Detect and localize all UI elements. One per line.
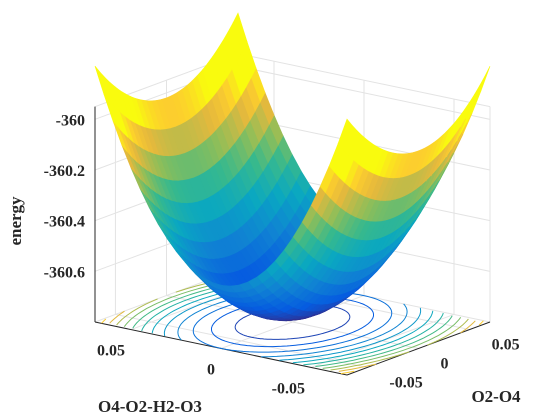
z-tick-label: -360.6: [44, 264, 85, 281]
grid-line: [115, 313, 368, 368]
grid-line: [166, 295, 419, 349]
contour-line: [292, 310, 434, 364]
y-tick-label: 0: [441, 356, 449, 373]
contour-line: [427, 318, 469, 346]
contour-line: [279, 307, 422, 361]
contour-line: [116, 298, 158, 326]
y-tick-label: -0.05: [389, 374, 422, 391]
contour-line: [315, 315, 453, 367]
z-tick-label: -360: [56, 112, 85, 129]
contour-line: [123, 296, 173, 327]
z-tick-label: -360.4: [44, 214, 85, 231]
contour-line: [101, 318, 107, 324]
contour-line: [151, 301, 195, 334]
x-tick-label: 0: [207, 362, 215, 379]
contour-line: [330, 351, 410, 371]
x-tick-label: -0.05: [272, 380, 305, 397]
y-tick-label: 0.05: [492, 337, 520, 354]
z-axis-label: energy: [6, 196, 25, 246]
energy-surface: [94, 12, 491, 322]
x-axis-label: O4-O2-H2-O3: [98, 397, 202, 416]
y-axis-label: O2-O4: [471, 387, 521, 406]
tick-labels: -360.6 -360.4 -360.2 -360 0.05 0 -0.05 -0.05 0 0.…: [44, 112, 520, 397]
x-tick-label: 0.05: [97, 343, 125, 360]
contour-line: [338, 363, 377, 372]
contour-line: [109, 310, 125, 324]
contour-line: [303, 312, 444, 366]
axis-line: [346, 321, 491, 376]
surface-patch: [94, 65, 110, 101]
contour-line: [141, 299, 188, 332]
contour-line: [261, 303, 408, 358]
contour-line: [177, 304, 213, 341]
contour-line: [478, 320, 484, 326]
z-tick-label: -360.2: [44, 163, 85, 180]
contour-line: [460, 320, 476, 334]
contour-line: [322, 317, 462, 369]
contour-line: [132, 297, 180, 329]
contour-line: [163, 302, 204, 337]
contour-line: [340, 370, 355, 375]
